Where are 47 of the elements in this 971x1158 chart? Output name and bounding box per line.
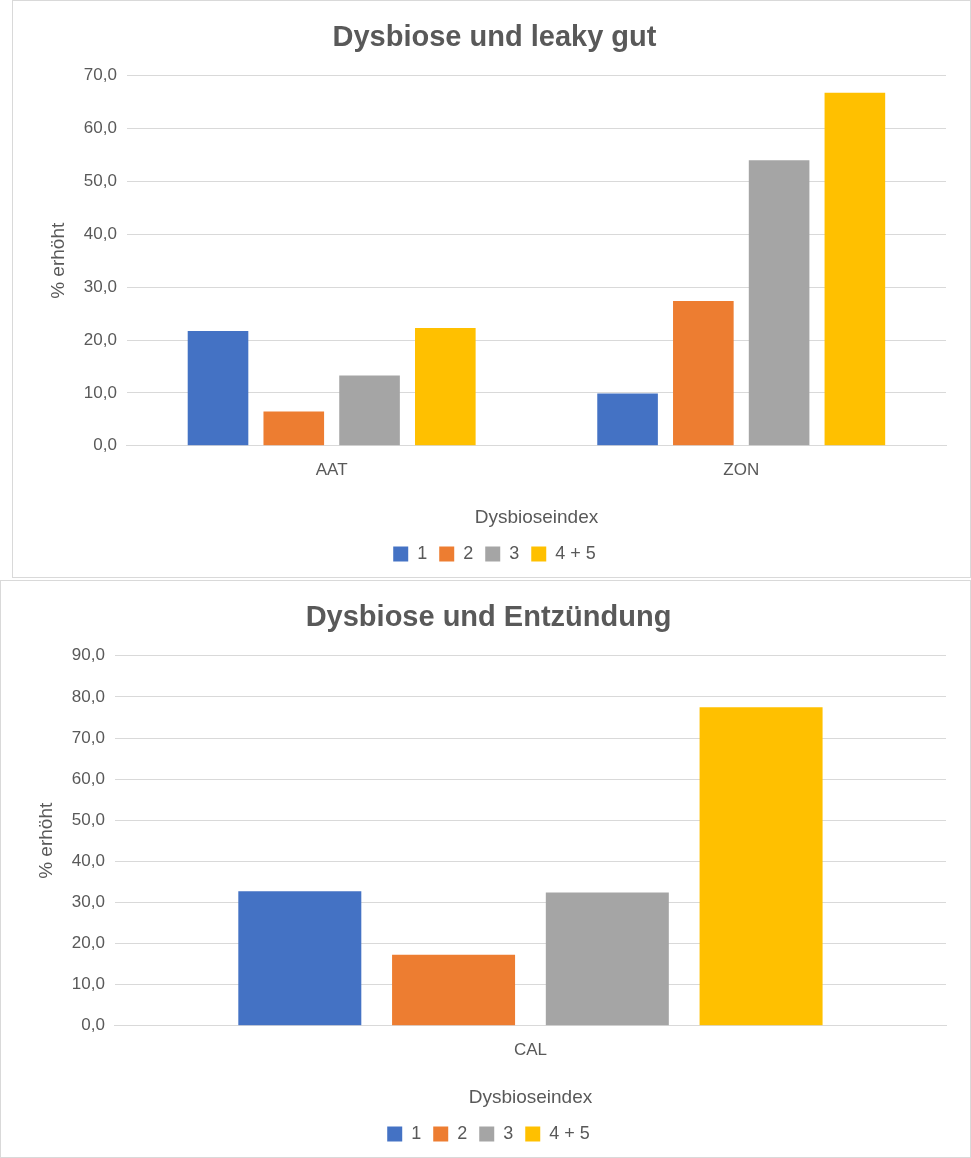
x-axis-title: Dysbioseindex <box>474 505 599 527</box>
y-tick-label: 50,0 <box>71 809 105 829</box>
y-axis-title: % erhöht <box>34 802 56 879</box>
legend-label: 1 <box>411 1122 422 1143</box>
chart-title: Dysbiose und Entzündung <box>305 600 672 633</box>
y-tick-label: 60,0 <box>71 768 105 788</box>
bar <box>339 375 400 446</box>
bar <box>597 393 658 446</box>
bar <box>415 327 476 446</box>
legend-label: 3 <box>503 1122 514 1143</box>
x-tick-label: ZON <box>723 459 760 479</box>
bar <box>824 92 886 446</box>
y-tick-label: 20,0 <box>83 329 117 349</box>
y-tick-label: 10,0 <box>83 382 117 402</box>
bar <box>748 160 810 446</box>
y-tick-label: 80,0 <box>71 686 105 706</box>
y-tick-label: 0,0 <box>81 1015 105 1035</box>
y-tick-label: 70,0 <box>71 727 105 747</box>
y-tick-label: 0,0 <box>93 435 117 455</box>
chart-title: Dysbiose und leaky gut <box>332 20 657 53</box>
y-tick-label: 60,0 <box>83 118 117 138</box>
bar <box>263 411 325 446</box>
bar <box>238 891 362 1026</box>
x-axis-title: Dysbioseindex <box>468 1085 593 1107</box>
bar <box>673 300 734 446</box>
legend-label: 1 <box>417 542 428 563</box>
y-tick-label: 20,0 <box>71 933 105 953</box>
y-tick-label: 30,0 <box>71 892 105 912</box>
legend-label: 4 + 5 <box>555 542 596 563</box>
x-tick-label: CAL <box>513 1039 547 1059</box>
y-axis-title: % erhöht <box>46 222 68 299</box>
y-tick-label: 70,0 <box>83 65 117 85</box>
bar <box>545 892 669 1026</box>
legend-label: 2 <box>463 542 474 563</box>
y-tick-label: 30,0 <box>83 276 117 296</box>
bar <box>187 331 249 446</box>
bar <box>699 707 823 1026</box>
y-tick-label: 40,0 <box>83 224 117 244</box>
x-tick-label: AAT <box>315 459 348 479</box>
legend-label: 4 + 5 <box>549 1122 590 1143</box>
y-tick-label: 40,0 <box>71 851 105 871</box>
y-tick-label: 50,0 <box>83 171 117 191</box>
bar <box>392 954 516 1026</box>
y-tick-label: 90,0 <box>71 645 105 665</box>
legend-label: 3 <box>509 542 520 563</box>
y-tick-label: 10,0 <box>71 974 105 994</box>
legend-label: 2 <box>457 1122 468 1143</box>
